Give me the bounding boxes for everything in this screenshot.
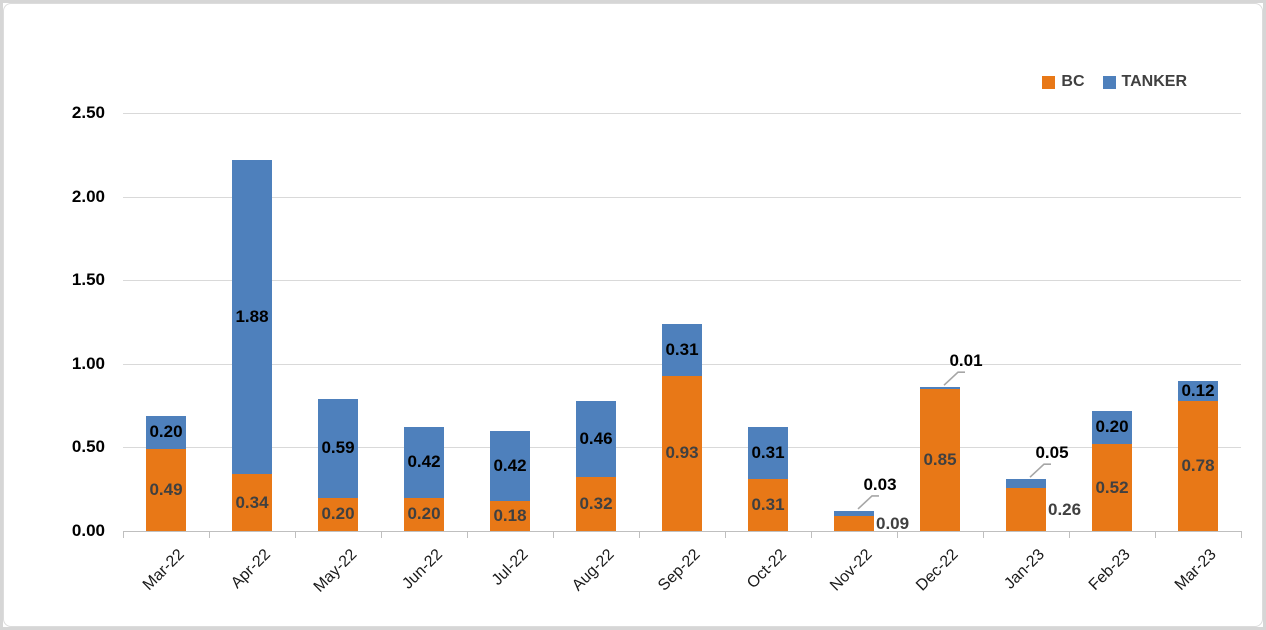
data-label-tanker: 0.31 bbox=[665, 339, 699, 359]
data-label-tanker: 0.42 bbox=[493, 455, 527, 475]
x-axis-label: Jun-22 bbox=[399, 546, 447, 593]
bar-segment-bc bbox=[920, 388, 960, 531]
x-axis-tick bbox=[639, 531, 640, 538]
bar-segment-bc bbox=[318, 497, 358, 531]
bar-segment-tanker bbox=[490, 430, 530, 501]
x-axis-tick bbox=[123, 531, 124, 538]
bar-segment-tanker bbox=[404, 427, 444, 498]
data-label-tanker: 0.59 bbox=[321, 438, 355, 458]
x-axis-tick bbox=[811, 531, 812, 538]
x-axis-label: Feb-23 bbox=[1086, 546, 1135, 594]
data-label-bc: 0.31 bbox=[751, 495, 785, 515]
y-axis-tick-label: 0.50 bbox=[71, 437, 105, 456]
x-axis-tick bbox=[897, 531, 898, 538]
x-axis-label: Oct-22 bbox=[744, 546, 791, 592]
x-axis-tick bbox=[209, 531, 210, 538]
data-label-bc: 0.85 bbox=[923, 449, 957, 469]
x-axis-line bbox=[123, 531, 1241, 532]
x-axis-label: Nov-22 bbox=[827, 546, 877, 595]
gridline bbox=[123, 113, 1241, 114]
y-axis-tick-label: 2.00 bbox=[71, 187, 105, 206]
data-label-bc: 0.18 bbox=[493, 505, 527, 525]
x-axis-tick bbox=[983, 531, 984, 538]
data-label-tanker-callout: 0.05 bbox=[1035, 443, 1069, 463]
data-label-bc: 0.93 bbox=[665, 443, 699, 463]
data-label-tanker-callout: 0.01 bbox=[949, 351, 983, 371]
gridline bbox=[123, 197, 1241, 198]
x-axis-label: Jul-22 bbox=[489, 546, 533, 589]
data-label-tanker: 0.20 bbox=[149, 422, 183, 442]
bar-segment-tanker bbox=[662, 323, 702, 376]
data-label-bc: 0.32 bbox=[579, 494, 613, 514]
bar-segment-bc bbox=[662, 375, 702, 531]
x-axis-label: Dec-22 bbox=[913, 546, 963, 595]
data-label-bc: 0.52 bbox=[1095, 477, 1129, 497]
legend-label-tanker: TANKER bbox=[1121, 73, 1187, 90]
bar-segment-bc bbox=[404, 497, 444, 531]
gridline bbox=[123, 280, 1241, 281]
bar-segment-tanker bbox=[1092, 410, 1132, 445]
data-label-bc-outside: 0.26 bbox=[1048, 500, 1082, 520]
x-axis-label: May-22 bbox=[310, 546, 361, 596]
bar-segment-tanker bbox=[834, 510, 874, 516]
bar-segment-bc bbox=[146, 449, 186, 531]
data-label-bc: 0.34 bbox=[235, 492, 269, 512]
bc-series-swatch-icon bbox=[1042, 75, 1056, 89]
data-label-tanker-callout: 0.03 bbox=[863, 474, 897, 494]
x-axis-tick bbox=[1241, 531, 1242, 538]
data-label-bc: 0.20 bbox=[321, 504, 355, 524]
data-label-tanker: 0.12 bbox=[1181, 380, 1215, 400]
x-axis-label: Mar-22 bbox=[140, 546, 189, 594]
data-label-bc-outside: 0.09 bbox=[876, 514, 910, 534]
data-label-bc: 0.20 bbox=[407, 504, 441, 524]
y-axis-tick-label: 1.50 bbox=[71, 270, 105, 289]
x-axis-tick bbox=[1155, 531, 1156, 538]
y-axis-tick-label: 2.50 bbox=[71, 103, 105, 122]
data-label-bc: 0.49 bbox=[149, 480, 183, 500]
x-axis-label: Mar-23 bbox=[1172, 546, 1221, 594]
x-axis-tick bbox=[1069, 531, 1070, 538]
x-axis-tick bbox=[295, 531, 296, 538]
bar-segment-tanker bbox=[576, 400, 616, 478]
bar-segment-bc bbox=[490, 500, 530, 531]
y-axis-tick-label: 0.00 bbox=[71, 521, 105, 540]
bar-segment-bc bbox=[1092, 444, 1132, 531]
bar-segment-bc bbox=[834, 515, 874, 531]
bar-segment-bc bbox=[748, 479, 788, 531]
x-axis-label: Jan-23 bbox=[1001, 546, 1049, 593]
legend-item-bc: BC bbox=[1042, 73, 1085, 91]
x-axis-tick bbox=[725, 531, 726, 538]
y-axis-tick-label: 1.00 bbox=[71, 354, 105, 373]
data-label-tanker: 1.88 bbox=[235, 306, 269, 326]
bar-segment-bc bbox=[1178, 400, 1218, 531]
bar-segment-bc bbox=[232, 474, 272, 531]
bar-segment-tanker bbox=[232, 159, 272, 475]
bar-segment-tanker bbox=[146, 415, 186, 450]
x-axis-label: Sep-22 bbox=[655, 546, 705, 595]
plot-area: 0.00 0.50 1.00 1.50 2.00 2.50 0.20 0.49 Mar-22 1.… bbox=[3, 3, 1263, 627]
x-axis-label: Apr-22 bbox=[228, 546, 275, 592]
data-label-tanker: 0.46 bbox=[579, 429, 613, 449]
bar-segment-tanker bbox=[318, 398, 358, 498]
x-axis-tick bbox=[467, 531, 468, 538]
legend-item-tanker: TANKER bbox=[1102, 73, 1187, 91]
x-axis-tick bbox=[381, 531, 382, 538]
legend: BC TANKER bbox=[1042, 73, 1187, 91]
tanker-series-swatch-icon bbox=[1102, 75, 1116, 89]
data-label-tanker: 0.20 bbox=[1095, 417, 1129, 437]
data-label-tanker: 0.31 bbox=[751, 443, 785, 463]
bar-segment-tanker bbox=[920, 387, 960, 389]
bar-segment-tanker bbox=[1178, 380, 1218, 401]
bar-segment-bc bbox=[576, 477, 616, 531]
x-axis-label: Aug-22 bbox=[569, 546, 619, 595]
data-label-tanker: 0.42 bbox=[407, 452, 441, 472]
data-label-bc: 0.78 bbox=[1181, 455, 1215, 475]
bar-segment-tanker bbox=[1006, 479, 1046, 488]
bar-segment-bc bbox=[1006, 487, 1046, 531]
x-axis-tick bbox=[553, 531, 554, 538]
legend-label-bc: BC bbox=[1061, 73, 1085, 90]
bar-segment-tanker bbox=[748, 427, 788, 480]
